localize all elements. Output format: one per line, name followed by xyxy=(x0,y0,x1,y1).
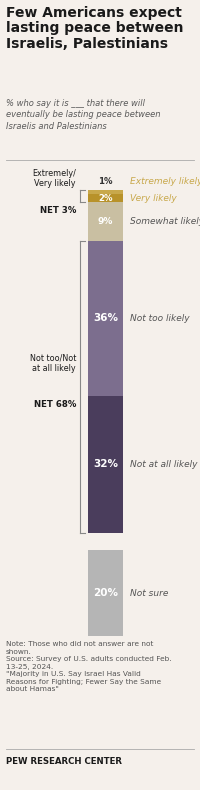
Text: Not sure: Not sure xyxy=(130,589,168,597)
Text: 9%: 9% xyxy=(98,217,113,226)
Text: NET 3%: NET 3% xyxy=(40,205,76,215)
Bar xyxy=(88,550,123,636)
Text: NET 68%: NET 68% xyxy=(34,400,76,408)
Text: Extremely likely: Extremely likely xyxy=(130,178,200,186)
Text: 20%: 20% xyxy=(93,588,118,598)
Text: PEW RESEARCH CENTER: PEW RESEARCH CENTER xyxy=(6,757,122,766)
Text: Few Americans expect
lasting peace between
Israelis, Palestinians: Few Americans expect lasting peace betwe… xyxy=(6,6,184,51)
Text: Extremely/
Very likely: Extremely/ Very likely xyxy=(32,169,76,188)
Text: 1%: 1% xyxy=(98,178,113,186)
Bar xyxy=(88,202,123,241)
Bar xyxy=(88,396,123,532)
Bar xyxy=(88,241,123,396)
Bar xyxy=(88,194,123,202)
Bar xyxy=(88,190,123,194)
Text: Not too likely: Not too likely xyxy=(130,314,190,323)
Text: 2%: 2% xyxy=(98,194,113,203)
Text: 32%: 32% xyxy=(93,459,118,469)
Text: 36%: 36% xyxy=(93,314,118,323)
Text: Note: Those who did not answer are not
shown.
Source: Survey of U.S. adults cond: Note: Those who did not answer are not s… xyxy=(6,641,172,693)
Text: Not at all likely: Not at all likely xyxy=(130,460,198,468)
Text: Very likely: Very likely xyxy=(130,194,177,203)
Text: Somewhat likely: Somewhat likely xyxy=(130,217,200,226)
Text: Not too/Not
at all likely: Not too/Not at all likely xyxy=(30,354,76,373)
Text: % who say it is ___ that there will
eventually be lasting peace between
Israelis: % who say it is ___ that there will even… xyxy=(6,99,160,130)
